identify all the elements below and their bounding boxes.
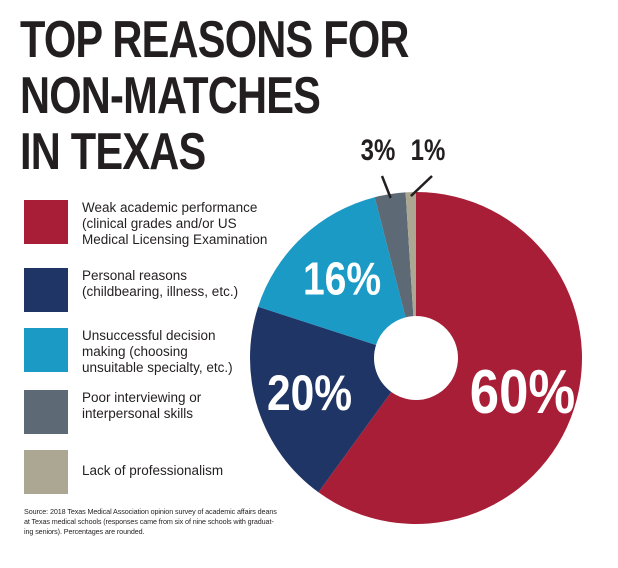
slice-decision [258,197,406,346]
source-line: at Texas medical schools (responses came… [24,517,274,526]
slice-label-academic: 60% [470,358,575,427]
legend-item-interviewing: Poor interviewing or interpersonal skill… [24,390,282,434]
slice-academic [318,192,582,524]
legend-line: Medical Licensing Examination [82,232,268,247]
legend-line: (clinical grades and/or US [82,216,237,231]
legend-line: (childbearing, illness, etc.) [82,284,239,299]
legend-item-academic: Weak academic performance (clinical grad… [24,200,282,248]
legend-swatch [24,450,68,494]
legend-label: Unsuccessful decision making (choosing u… [82,328,282,376]
slice-interviewing [374,192,414,318]
legend-line: Unsuccessful decision [82,328,216,343]
slice-label-personal: 20% [267,365,352,421]
legend-swatch [24,268,68,312]
slice-professionalism [405,192,416,317]
legend-item-professionalism: Lack of professionalism [24,450,282,494]
legend-item-personal: Personal reasons (childbearing, illness,… [24,268,282,312]
legend-line: unsuitable specialty, etc.) [82,360,233,375]
legend-label: Lack of professionalism [82,450,282,479]
legend-line: making (choosing [82,344,188,359]
legend-line: Poor interviewing or [82,390,202,405]
legend-swatch [24,200,68,244]
title-line: NON-MATCHES [20,67,321,125]
leader-line-interviewing [380,175,392,199]
source-note: Source: 2018 Texas Medical Association o… [24,507,304,537]
source-line: Source: 2018 Texas Medical Association o… [24,507,277,516]
legend-swatch [24,328,68,372]
chart-title: TOP REASONS FOR NON-MATCHES IN TEXAS [20,12,409,180]
title-line: TOP REASONS FOR [20,11,409,69]
slice-label-professionalism: 1% [411,132,446,166]
slice-label-interviewing: 3% [361,132,396,166]
legend-swatch [24,390,68,434]
legend-line: interpersonal skills [82,406,194,421]
leader-line-professionalism [410,175,433,197]
legend-line: Personal reasons [82,268,188,283]
slice-label-decision: 16% [303,253,381,305]
legend-item-decision: Unsuccessful decision making (choosing u… [24,328,282,376]
slice-personal [249,306,392,493]
legend-label: Poor interviewing or interpersonal skill… [82,390,282,422]
legend-label: Weak academic performance (clinical grad… [82,200,282,248]
title-line: IN TEXAS [20,123,206,181]
legend-line: Lack of professionalism [82,463,224,478]
source-line: ing seniors). Percentages are rounded. [24,527,145,536]
legend-label: Personal reasons (childbearing, illness,… [82,268,282,300]
legend-line: Weak academic performance [82,200,258,215]
